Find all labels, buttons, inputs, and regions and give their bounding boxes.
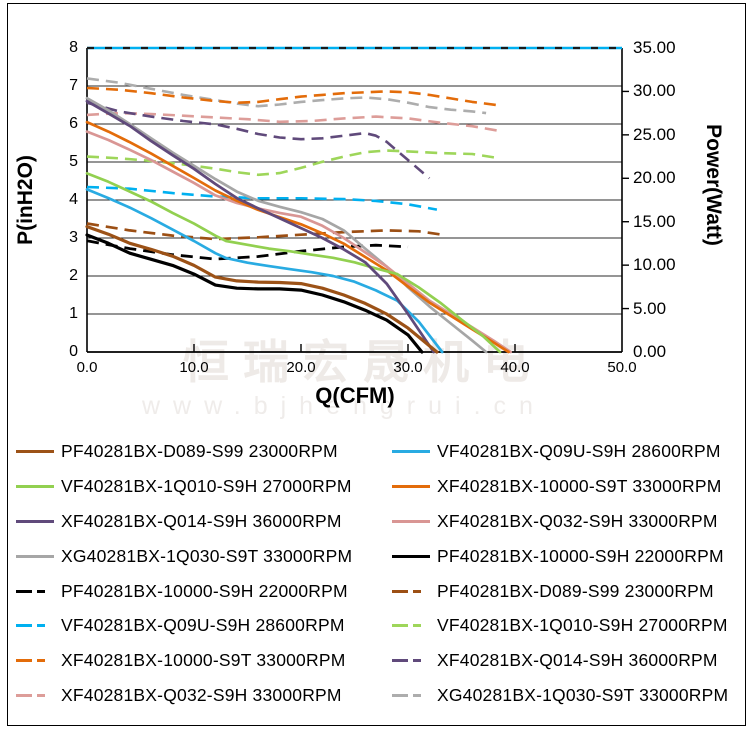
- chart-svg: [85, 46, 629, 354]
- legend-label: PF40281BX-D089-S99 23000RPM: [437, 580, 714, 601]
- series-dashed-xf40281bx-10000-s9t: [86, 86, 500, 107]
- legend-swatch-dashed: [392, 624, 430, 628]
- y-left-tick-label: 5: [69, 153, 78, 170]
- x-tick-label: 10.0: [179, 359, 209, 376]
- y-right-tick-label: 25.00: [633, 124, 676, 144]
- legend-label: XG40281BX-1Q030-S9T 33000RPM: [437, 685, 729, 706]
- y-right-tick-label: 35.00: [633, 38, 676, 57]
- legend-item: VF40281BX-Q09U-S9H 28600RPM: [8, 608, 384, 643]
- legend-label: VF40281BX-1Q010-S9H 27000RPM: [61, 475, 352, 496]
- watermark-url: www.bjhengrui.cn: [142, 392, 546, 420]
- y-left-tick-label: 4: [69, 191, 78, 208]
- legend-item: VF40281BX-1Q010-S9H 27000RPM: [384, 608, 744, 643]
- series-solid-xf40281bx-q014-s9h: [85, 99, 436, 354]
- series-dashed-pf40281bx-d089-s99: [86, 222, 443, 241]
- x-tick-label: 0.0: [76, 359, 98, 376]
- legend-label: VF40281BX-1Q010-S9H 27000RPM: [437, 615, 728, 636]
- legend-swatch-solid: [16, 519, 54, 523]
- legend-item: XG40281BX-1Q030-S9T 33000RPM: [384, 678, 744, 713]
- series-dashed-vf40281bx-q09u-s9h: [86, 185, 438, 211]
- legend-label: XF40281BX-Q032-S9H 33000RPM: [437, 510, 718, 531]
- legend-swatch-solid: [392, 449, 430, 453]
- legend-swatch-dashed: [16, 694, 54, 698]
- legend-swatch-solid: [392, 519, 430, 523]
- y-left-tick-label: 8: [69, 39, 78, 56]
- legend-label: XF40281BX-Q014-S9H 36000RPM: [61, 510, 342, 531]
- legend-swatch-dashed: [392, 659, 430, 663]
- legend-label: XF40281BX-Q014-S9H 36000RPM: [437, 650, 718, 671]
- legend-label: VF40281BX-Q09U-S9H 28600RPM: [61, 615, 345, 636]
- x-axis-title: Q(CFM): [315, 383, 395, 408]
- x-tick-label: 20.0: [286, 359, 316, 376]
- series-solid-xf40281bx-10000-s9t: [85, 120, 510, 354]
- y-left-tick-label: 2: [69, 267, 78, 284]
- series-solid-xf40281bx-q032-s9h: [85, 130, 513, 354]
- y-left-tick-label: 3: [69, 229, 78, 246]
- series-dashed-xf40281bx-q032-s9h: [86, 111, 503, 133]
- y-left-tick-label: 7: [69, 77, 78, 94]
- legend-label: PF40281BX-10000-S9H 22000RPM: [437, 545, 724, 566]
- legend-item: PF40281BX-10000-S9H 22000RPM: [8, 574, 384, 609]
- legend-item: XF40281BX-Q014-S9H 36000RPM: [8, 504, 384, 539]
- legend-swatch-dashed: [392, 694, 430, 698]
- x-tick-label: 50.0: [607, 359, 637, 376]
- legend-label: VF40281BX-Q09U-S9H 28600RPM: [437, 440, 721, 461]
- series-solid-vf40281bx-1q010-s9h: [85, 172, 502, 354]
- y-right-tick-label: 5.00: [633, 298, 667, 318]
- series-dashed-pf40281bx-10000-s9h: [86, 239, 409, 261]
- series-solid-xg40281bx-1q030-s9t: [85, 96, 488, 354]
- legend-swatch-solid: [16, 484, 54, 488]
- legend-swatch-dashed: [16, 589, 54, 593]
- legend-swatch-solid: [392, 484, 430, 488]
- legend-swatch-solid: [16, 449, 54, 453]
- legend-item: VF40281BX-Q09U-S9H 28600RPM: [384, 434, 744, 469]
- legend-swatch-solid: [392, 554, 430, 558]
- legend-item: XF40281BX-Q014-S9H 36000RPM: [384, 643, 744, 678]
- legend-swatch-dashed: [16, 624, 54, 628]
- y-left-tick-label: 6: [69, 115, 78, 132]
- legend-label: XF40281BX-10000-S9T 33000RPM: [437, 475, 722, 496]
- y-left-axis-title: P(inH2O): [14, 155, 37, 245]
- series-dashed-vf40281bx-1q010-s9h: [86, 149, 501, 177]
- series-solid-vf40281bx-q09u-s9h: [85, 188, 444, 354]
- y-right-tick-label: 15.00: [633, 211, 676, 231]
- y-right-tick-label: 0.00: [633, 342, 667, 361]
- legend-label: XF40281BX-Q032-S9H 33000RPM: [61, 685, 342, 706]
- series-solid-pf40281bx-d089-s99: [85, 225, 439, 354]
- y-left-tick-label: 0: [69, 343, 78, 360]
- legend: PF40281BX-D089-S99 23000RPM VF40281BX-Q09…: [8, 434, 744, 713]
- x-tick-label: 30.0: [393, 359, 423, 376]
- series-solid-pf40281bx-10000-s9h: [85, 233, 424, 354]
- legend-item: VF40281BX-1Q010-S9H 27000RPM: [8, 469, 384, 504]
- y-right-tick-label: 20.00: [633, 168, 676, 188]
- legend-label: XF40281BX-10000-S9T 33000RPM: [61, 650, 346, 671]
- legend-swatch-solid: [16, 554, 54, 558]
- series-dashed-xg40281bx-1q030-s9t: [86, 77, 487, 115]
- y-right-axis-title: Power(Watt): [702, 124, 725, 246]
- legend-item: PF40281BX-D089-S99 23000RPM: [384, 574, 744, 609]
- series-dashed-xf40281bx-q014-s9h: [86, 101, 431, 180]
- y-right-tick-label: 10.00: [633, 255, 676, 275]
- y-left-tick-label: 1: [69, 305, 78, 322]
- legend-item: PF40281BX-10000-S9H 22000RPM: [384, 539, 744, 574]
- x-tick-label: 40.0: [500, 359, 530, 376]
- legend-item: XG40281BX-1Q030-S9T 33000RPM: [8, 539, 384, 574]
- legend-swatch-dashed: [16, 659, 54, 663]
- legend-item: XF40281BX-Q032-S9H 33000RPM: [384, 504, 744, 539]
- legend-label: PF40281BX-D089-S99 23000RPM: [61, 440, 338, 461]
- legend-label: PF40281BX-10000-S9H 22000RPM: [61, 580, 348, 601]
- legend-item: XF40281BX-Q032-S9H 33000RPM: [8, 678, 384, 713]
- legend-swatch-dashed: [392, 589, 430, 593]
- legend-item: XF40281BX-10000-S9T 33000RPM: [8, 643, 384, 678]
- legend-label: XG40281BX-1Q030-S9T 33000RPM: [61, 545, 353, 566]
- watermark-text: 恒瑞宏晟机电: [183, 336, 543, 388]
- y-right-tick-label: 30.00: [633, 81, 676, 101]
- legend-item: XF40281BX-10000-S9T 33000RPM: [384, 469, 744, 504]
- legend-item: PF40281BX-D089-S99 23000RPM: [8, 434, 384, 469]
